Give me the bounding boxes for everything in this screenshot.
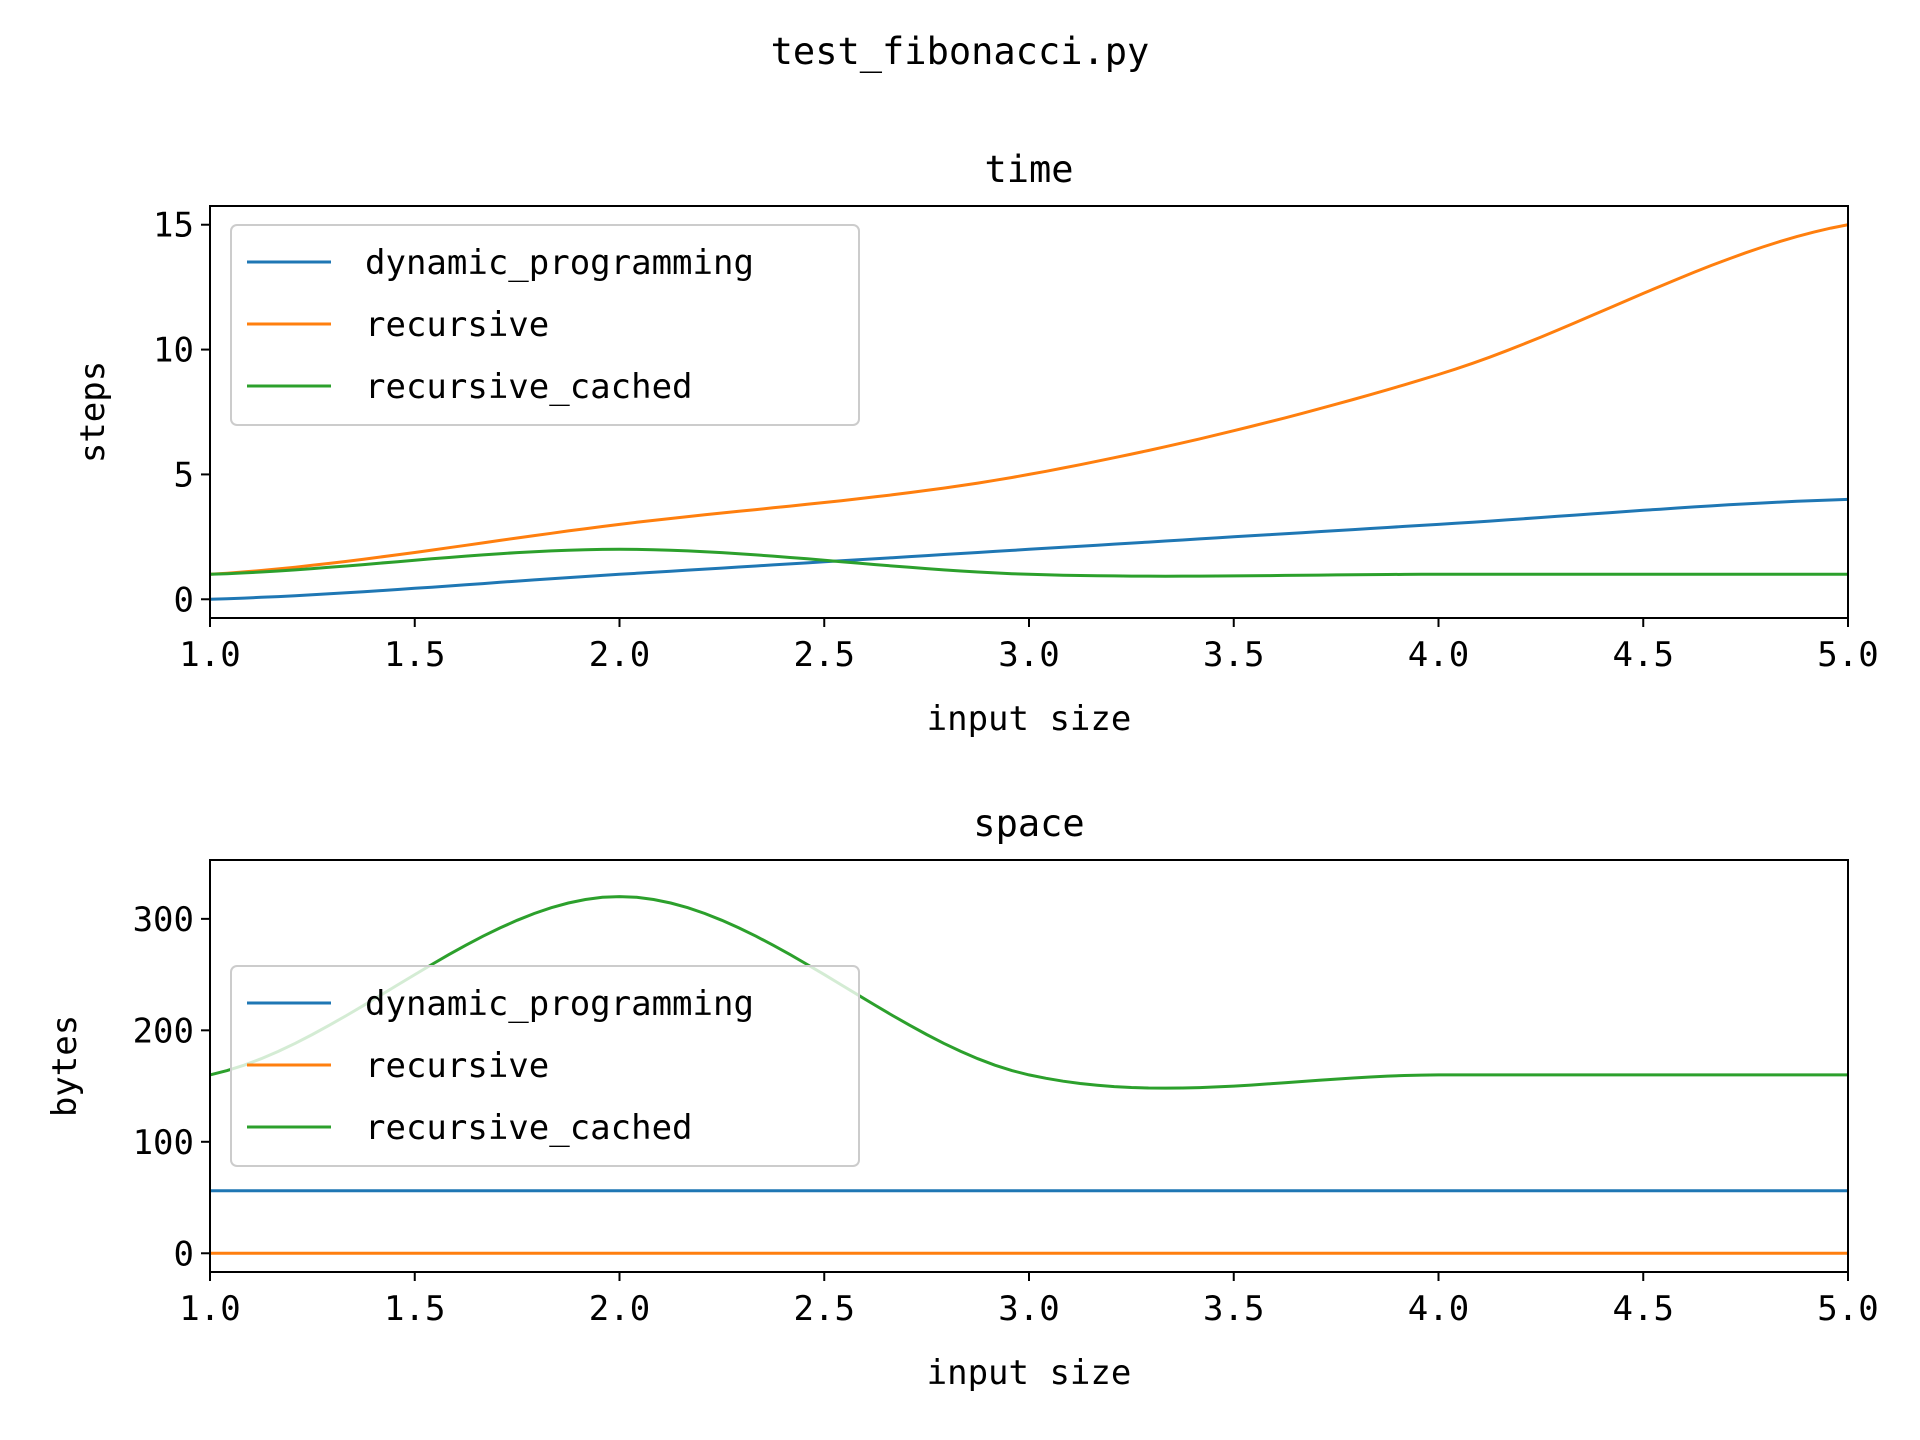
legend-label-dynamic_programming: dynamic_programming (365, 243, 754, 283)
subplot-time: time 1.0 1.5 2.0 2.5 3.0 3.5 4.0 4.5 5.0 0 5 10 15 inp… (73, 148, 1879, 739)
x-tick-label: 1.5 (384, 1289, 445, 1329)
x-tick-label: 4.5 (1613, 635, 1674, 675)
y-tick-label: 10 (153, 331, 194, 371)
x-tick-label: 2.0 (589, 635, 650, 675)
x-tick-label: 4.0 (1408, 1289, 1469, 1329)
y-tick-label: 15 (153, 206, 194, 246)
x-tick-label: 2.5 (794, 1289, 855, 1329)
y-tick-label: 200 (133, 1011, 194, 1051)
x-tick-label: 4.0 (1408, 635, 1469, 675)
x-tick-label: 5.0 (1817, 635, 1878, 675)
y-tick-label: 5 (174, 455, 194, 495)
legend-label-dynamic_programming: dynamic_programming (365, 984, 754, 1024)
y-axis-label: bytes (45, 1015, 85, 1117)
y-tick-label: 0 (174, 580, 194, 620)
x-tick-label: 2.0 (589, 1289, 650, 1329)
x-tick-label: 3.0 (998, 1289, 1059, 1329)
series-line-recursive_cached (210, 895, 1848, 1090)
subplot-title: time (984, 148, 1073, 191)
legend-label-recursive_cached: recursive_cached (365, 1108, 693, 1148)
x-tick-label: 2.5 (794, 635, 855, 675)
series-line-dynamic_programming (210, 497, 1848, 601)
y-tick-label: 0 (174, 1234, 194, 1274)
x-tick-label: 4.5 (1613, 1289, 1674, 1329)
x-tick-label: 3.5 (1203, 635, 1264, 675)
subplot-space: space 1.0 1.5 2.0 2.5 3.0 3.5 4.0 4.5 5.0 0 100 200 3… (45, 802, 1879, 1393)
subplots: time 1.0 1.5 2.0 2.5 3.0 3.5 4.0 4.5 5.0 0 5 10 15 inp… (45, 148, 1879, 1393)
legend-box (230, 965, 860, 1167)
series-lines (210, 223, 1848, 601)
x-tick-label: 5.0 (1817, 1289, 1878, 1329)
figure-suptitle: test_fibonacci.py (771, 30, 1150, 74)
x-tick-label: 1.0 (179, 1289, 240, 1329)
legend-label-recursive: recursive (365, 305, 549, 345)
series-line-recursive (210, 223, 1848, 576)
legend-label-recursive: recursive (365, 1046, 549, 1086)
legend: dynamic_programming recursive recursive_ca… (230, 965, 860, 1167)
x-axis-label: input size (927, 699, 1132, 739)
legend: dynamic_programming recursive recursive_ca… (230, 224, 860, 426)
series-lines (210, 895, 1848, 1255)
x-tick-label: 1.5 (384, 635, 445, 675)
y-axis-label: steps (73, 361, 113, 463)
x-tick-label: 3.5 (1203, 1289, 1264, 1329)
x-axis-label: input size (927, 1353, 1132, 1393)
legend-box (230, 224, 860, 426)
x-tick-label: 1.0 (179, 635, 240, 675)
series-line-recursive_cached (210, 547, 1848, 578)
y-tick-label: 300 (133, 900, 194, 940)
x-tick-label: 3.0 (998, 635, 1059, 675)
y-tick-label: 100 (133, 1123, 194, 1163)
legend-label-recursive_cached: recursive_cached (365, 367, 693, 407)
subplot-title: space (973, 802, 1084, 845)
